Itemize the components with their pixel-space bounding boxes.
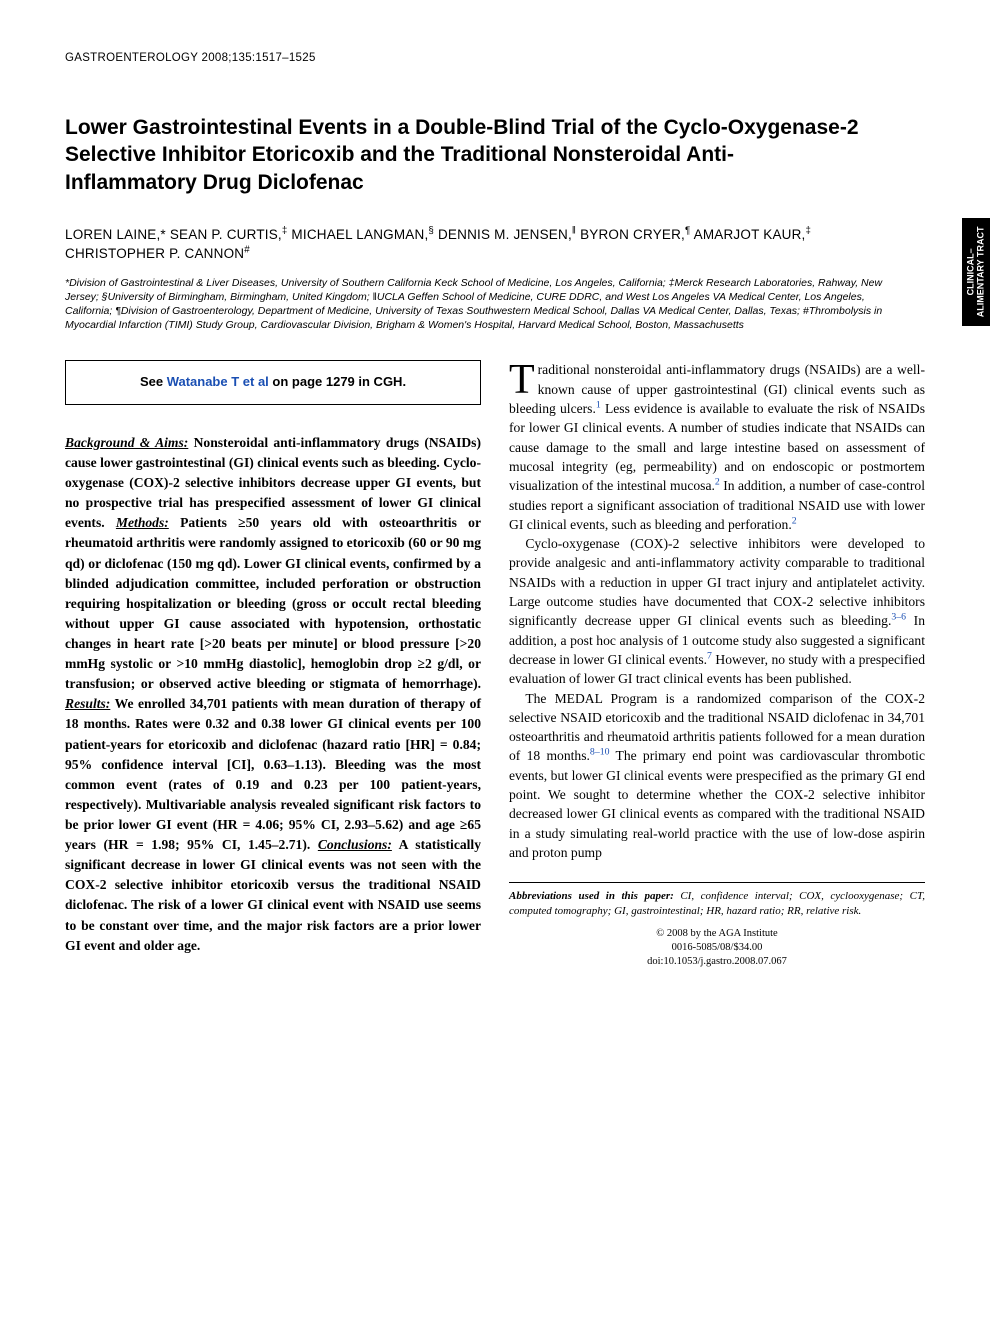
abstract-conclusions-heading: Conclusions:	[318, 837, 392, 852]
abstract: Background & Aims: Nonsteroidal anti-inf…	[65, 433, 481, 956]
article-title: Lower Gastrointestinal Events in a Doubl…	[65, 114, 865, 196]
section-tab: CLINICAL– ALIMENTARY TRACT	[962, 218, 990, 326]
abstract-results-heading: Results:	[65, 696, 110, 711]
abstract-methods-heading: Methods:	[116, 515, 169, 530]
author-list: LOREN LAINE,* SEAN P. CURTIS,‡ MICHAEL L…	[65, 226, 865, 264]
body-p1-text: raditional nonsteroidal anti-inflammator…	[509, 362, 925, 531]
footer-box: Abbreviations used in this paper: CI, co…	[509, 882, 925, 969]
section-tab-line1: CLINICAL–	[965, 249, 975, 296]
abstract-conclusions-text: A statistically significant decrease in …	[65, 837, 481, 953]
see-suffix: on page 1279 in CGH.	[269, 374, 406, 389]
copyright-line-2: 0016-5085/08/$34.00	[509, 941, 925, 955]
body-paragraph-3: The MEDAL Program is a randomized compar…	[509, 689, 925, 863]
journal-header: GASTROENTEROLOGY 2008;135:1517–1525	[65, 50, 925, 66]
abstract-results-text: We enrolled 34,701 patients with mean du…	[65, 696, 481, 852]
left-column: See Watanabe T et al on page 1279 in CGH…	[65, 360, 481, 969]
section-tab-line2: ALIMENTARY TRACT	[975, 227, 985, 318]
body-paragraph-2: Cyclo-oxygenase (COX)-2 selective inhibi…	[509, 534, 925, 688]
see-prefix: See	[140, 374, 167, 389]
doi-line: doi:10.1053/j.gastro.2008.07.067	[509, 955, 925, 969]
dropcap: T	[509, 360, 538, 397]
abstract-background-heading: Background & Aims:	[65, 435, 188, 450]
see-also-box: See Watanabe T et al on page 1279 in CGH…	[65, 360, 481, 404]
affiliations: *Division of Gastrointestinal & Liver Di…	[65, 276, 905, 333]
see-link[interactable]: Watanabe T et al	[167, 374, 269, 389]
copyright-block: © 2008 by the AGA Institute 0016-5085/08…	[509, 927, 925, 970]
right-column: Traditional nonsteroidal anti-inflammato…	[509, 360, 925, 969]
abstract-methods-text: Patients ≥50 years old with osteoarthrit…	[65, 515, 481, 691]
abbreviations: Abbreviations used in this paper: CI, co…	[509, 889, 925, 919]
body-paragraph-1: Traditional nonsteroidal anti-inflammato…	[509, 360, 925, 534]
copyright-line-1: © 2008 by the AGA Institute	[509, 927, 925, 941]
